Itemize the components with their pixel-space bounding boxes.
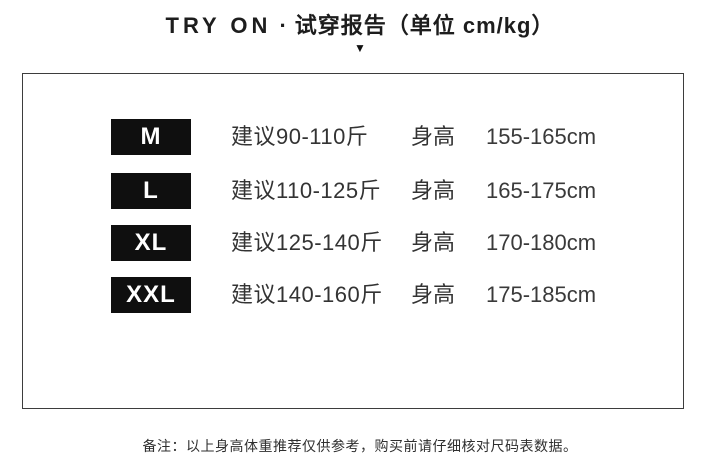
footnote: 备注：以上身高体重推荐仅供参考，购买前请仔细核对尺码表数据。 (142, 438, 578, 454)
weight-recommendation: 建议140-160斤 (231, 282, 383, 307)
size-badge: XXL (111, 277, 191, 313)
height-range: 155-165cm (486, 124, 597, 149)
table-row: XL 建议125-140斤 身高 170-180cm (23, 225, 683, 261)
height-range: 175-185cm (486, 282, 597, 307)
weight-recommendation: 建议110-125斤 (231, 178, 382, 203)
height-label: 身高 (411, 282, 456, 307)
size-badge: XL (111, 225, 191, 261)
size-badge: L (111, 173, 191, 209)
height-label: 身高 (411, 178, 456, 203)
height-range: 165-175cm (486, 178, 597, 203)
title-zh: 试穿报告（单位 cm/kg） (294, 13, 555, 38)
title-en: TRY ON (165, 13, 272, 38)
height-label: 身高 (411, 124, 456, 149)
table-row: M 建议90-110斤 身高 155-165cm (23, 119, 683, 155)
chevron-down-icon: ▼ (354, 41, 366, 55)
size-table: M 建议90-110斤 身高 155-165cm L 建议110-125斤 身高… (22, 73, 684, 409)
table-row: L 建议110-125斤 身高 165-175cm (23, 173, 683, 209)
size-badge: M (111, 119, 191, 155)
height-label: 身高 (411, 230, 456, 255)
height-range: 170-180cm (486, 230, 597, 255)
weight-recommendation: 建议125-140斤 (231, 230, 383, 255)
table-row: XXL 建议140-160斤 身高 175-185cm (23, 277, 683, 313)
page-title: TRY ON · 试穿报告（单位 cm/kg） (0, 12, 720, 40)
weight-recommendation: 建议90-110斤 (231, 124, 369, 149)
title-separator: · (279, 13, 287, 38)
